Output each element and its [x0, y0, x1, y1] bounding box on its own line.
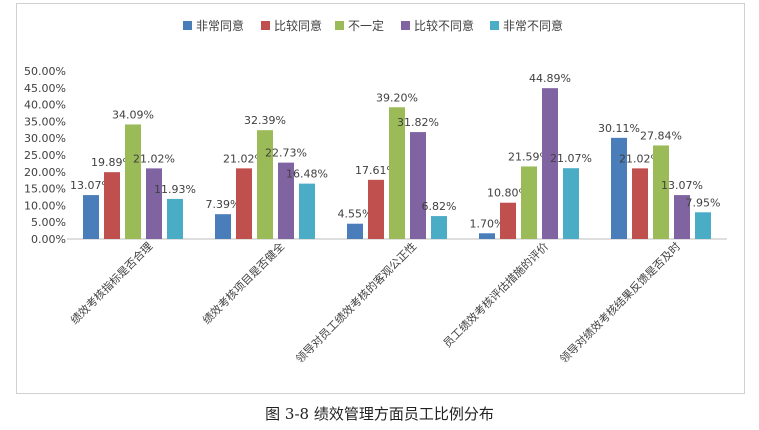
- legend-label: 比较同意: [274, 18, 322, 33]
- bar-data-label: 21.02%: [133, 152, 175, 165]
- bar: [236, 168, 252, 239]
- bar-data-label: 21.07%: [550, 152, 592, 165]
- bar-data-label: 27.84%: [640, 129, 682, 142]
- bar-data-label: 44.89%: [529, 72, 571, 85]
- y-tick-label: 30.00%: [24, 132, 66, 145]
- bar: [104, 172, 120, 239]
- y-tick-label: 20.00%: [24, 166, 66, 179]
- bar: [125, 124, 141, 239]
- bar-data-label: 13.07%: [661, 179, 703, 192]
- bar: [410, 132, 426, 239]
- y-tick-label: 5.00%: [31, 216, 66, 229]
- y-tick-label: 15.00%: [24, 183, 66, 196]
- bar-data-label: 7.95%: [686, 196, 721, 209]
- legend-label: 非常不同意: [503, 18, 563, 33]
- legend-swatch: [261, 21, 270, 30]
- y-tick-label: 40.00%: [24, 99, 66, 112]
- bar: [611, 137, 627, 239]
- bar: [695, 212, 711, 239]
- legend-label: 不一定: [348, 18, 384, 33]
- bar-data-label: 39.20%: [376, 91, 418, 104]
- bar-data-label: 22.73%: [265, 147, 307, 160]
- bar: [278, 162, 294, 239]
- bar-data-label: 21.02%: [619, 152, 661, 165]
- legend-label: 比较不同意: [414, 18, 474, 33]
- x-tick-label: 领导对绩效考核结果反馈是否及时: [557, 239, 684, 366]
- bar: [542, 88, 558, 239]
- y-tick-label: 35.00%: [24, 115, 66, 128]
- chart-frame: 0.00% 5.00% 10.00% 15.00% 20.00% 25.00% 30.00%…: [16, 3, 745, 394]
- bar: [653, 145, 669, 239]
- bar-data-label: 7.39%: [206, 198, 241, 211]
- bar-data-label: 4.55%: [338, 208, 373, 221]
- legend-swatch: [183, 21, 192, 30]
- bar: [257, 130, 273, 239]
- bar: [299, 183, 315, 239]
- bar: [563, 168, 579, 239]
- bar: [431, 216, 447, 239]
- bar-data-label: 10.80%: [487, 187, 529, 200]
- bar-data-label: 11.93%: [154, 183, 196, 196]
- bar-data-label: 6.82%: [422, 200, 457, 213]
- legend-swatch: [401, 21, 410, 30]
- bar-data-label: 17.61%: [355, 164, 397, 177]
- y-tick-label: 50.00%: [24, 65, 66, 78]
- legend-label: 非常同意: [196, 18, 244, 33]
- bar-data-label: 34.09%: [112, 108, 154, 121]
- bar-data-label: 16.48%: [286, 168, 328, 181]
- figure-caption: 图 3-8 绩效管理方面员工比例分布: [265, 405, 494, 423]
- bar: [389, 107, 405, 240]
- bar: [167, 198, 183, 239]
- bar-chart: 0.00% 5.00% 10.00% 15.00% 20.00% 25.00% 30.00%…: [24, 18, 727, 366]
- x-tick-label: 领导对员工绩效考核的客观公正性: [293, 239, 420, 366]
- legend-swatch: [335, 21, 344, 30]
- y-tick-label: 10.00%: [24, 199, 66, 212]
- bar-data-label: 30.11%: [598, 122, 640, 135]
- x-tick-label: 员工绩效考核评估措施的评价: [440, 239, 551, 350]
- x-tick-label: 绩效考核项目是否健全: [199, 239, 287, 327]
- x-tick-label: 绩效考核指标是否合理: [67, 239, 155, 327]
- bar: [479, 233, 495, 239]
- bar-data-label: 1.70%: [470, 217, 505, 230]
- bar: [632, 168, 648, 239]
- bar-data-label: 21.02%: [223, 152, 265, 165]
- y-tick-label: 0.00%: [31, 233, 66, 246]
- bar-data-label: 21.59%: [508, 150, 550, 163]
- bar: [83, 195, 99, 239]
- bar-data-label: 31.82%: [397, 116, 439, 129]
- bar: [215, 214, 231, 239]
- bar: [500, 202, 516, 239]
- bar-data-label: 19.89%: [91, 156, 133, 169]
- bar: [347, 223, 363, 239]
- bar: [674, 195, 690, 239]
- bar: [146, 168, 162, 239]
- y-tick-label: 25.00%: [24, 149, 66, 162]
- bar-data-label: 13.07%: [70, 179, 112, 192]
- bar: [521, 166, 537, 239]
- y-tick-label: 45.00%: [24, 82, 66, 95]
- bar-data-label: 32.39%: [244, 114, 286, 127]
- bar: [368, 179, 384, 239]
- legend-swatch: [490, 21, 499, 30]
